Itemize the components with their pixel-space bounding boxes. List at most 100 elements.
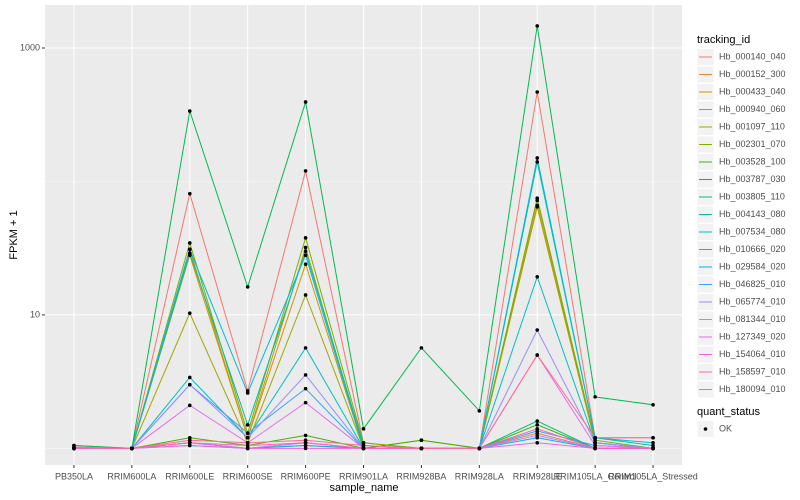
legend-label: Hb_180094_010: [719, 384, 786, 394]
y-axis-title: FPKM + 1: [8, 210, 20, 259]
data-point: [245, 391, 250, 395]
data-point: [245, 285, 250, 289]
legend-label: Hb_127349_020: [719, 331, 786, 341]
data-point: [419, 346, 424, 350]
legend-label: Hb_007534_080: [719, 226, 786, 236]
legend-label: Hb_158597_010: [719, 366, 786, 376]
data-point: [187, 443, 192, 448]
data-point: [651, 443, 655, 448]
data-point: [535, 160, 540, 164]
data-point: [187, 382, 192, 387]
data-point: [361, 427, 366, 431]
x-axis-title: sample_name: [329, 482, 398, 494]
data-point: [477, 409, 482, 413]
legend-label: Hb_003805_110: [719, 191, 785, 201]
data-point: [593, 438, 597, 443]
data-point: [187, 311, 192, 315]
x-tick-label: RRIM105LA_Control: [554, 471, 637, 481]
data-point: [245, 446, 250, 451]
legend-label: Hb_154064_010: [719, 349, 786, 359]
data-point: [187, 251, 192, 255]
data-point: [187, 191, 192, 196]
data-point: [187, 247, 192, 252]
data-point: [303, 346, 308, 350]
data-point: [535, 441, 540, 445]
data-point: [187, 438, 192, 443]
y-tick-label: 10: [30, 309, 40, 319]
data-point: [535, 419, 540, 423]
data-point: [303, 262, 308, 266]
data-point: [651, 435, 655, 440]
legend-title: quant_status: [697, 406, 760, 418]
data-point: [535, 353, 540, 357]
y-tick-label: 1000: [20, 42, 40, 52]
x-tick-label: RRIM901LA: [339, 471, 388, 481]
data-point: [361, 441, 366, 445]
data-point: [303, 446, 308, 451]
data-point: [303, 400, 308, 405]
data-point: [477, 446, 482, 451]
legend-label: Hb_003528_100: [719, 156, 786, 166]
legend-label: Hb_003787_030: [719, 174, 786, 184]
data-point: [419, 438, 424, 443]
data-point: [245, 431, 250, 435]
data-point: [361, 446, 366, 451]
x-tick-label: RRIM600PE: [281, 471, 331, 481]
data-point: [535, 203, 540, 208]
legend-label: Hb_046825_010: [719, 279, 786, 289]
legend-label: Hb_000140_040: [719, 51, 786, 61]
x-tick-label: RRIM928BA: [396, 471, 446, 481]
legend-label: Hb_001097_110: [719, 121, 785, 131]
data-point: [303, 100, 308, 104]
x-tick-label: PB350LA: [55, 471, 93, 481]
data-point: [535, 156, 540, 160]
data-point: [303, 293, 308, 297]
legend-label: Hb_000433_040: [719, 86, 786, 96]
legend-label: Hb_010666_020: [719, 244, 786, 254]
data-point: [245, 443, 250, 448]
x-tick-label: RRIM928LA: [455, 471, 504, 481]
legend-label: Hb_081344_010: [719, 314, 786, 324]
data-point: [245, 441, 250, 445]
data-point: [593, 446, 597, 451]
legend-label: Hb_002301_070: [719, 139, 786, 149]
x-tick-label: RRIM600LA: [107, 471, 156, 481]
data-point: [593, 435, 597, 440]
data-point: [303, 386, 308, 391]
data-point: [303, 236, 308, 240]
legend-label: Hb_000152_300: [719, 69, 786, 79]
data-point: [535, 196, 540, 200]
data-point: [535, 433, 540, 438]
data-point: [593, 441, 597, 445]
data-point: [361, 443, 366, 448]
data-point: [303, 253, 308, 258]
data-point: [245, 435, 250, 440]
x-tick-label: RRIM928LE: [513, 471, 562, 481]
data-point: [303, 373, 308, 377]
data-point: [651, 446, 655, 451]
data-point: [535, 274, 540, 279]
data-point: [303, 169, 308, 173]
legend-title: tracking_id: [697, 34, 750, 46]
data-point: [245, 423, 250, 427]
data-point: [593, 443, 597, 448]
data-point: [651, 441, 655, 445]
data-point: [535, 427, 540, 431]
data-point: [303, 443, 308, 448]
data-point: [303, 433, 308, 438]
data-point: [187, 241, 192, 245]
data-point: [593, 395, 597, 399]
data-point: [187, 403, 192, 408]
data-point: [303, 245, 308, 250]
data-point: [419, 446, 424, 451]
data-point: [187, 375, 192, 380]
legend-label: Hb_065774_010: [719, 296, 786, 306]
legend-label: Hb_000940_060: [719, 104, 786, 114]
x-tick-label: RRIM600LE: [165, 471, 214, 481]
data-point: [72, 445, 76, 449]
data-point: [130, 446, 134, 451]
data-point: [187, 109, 192, 113]
x-tick-label: RRIM600SE: [223, 471, 273, 481]
